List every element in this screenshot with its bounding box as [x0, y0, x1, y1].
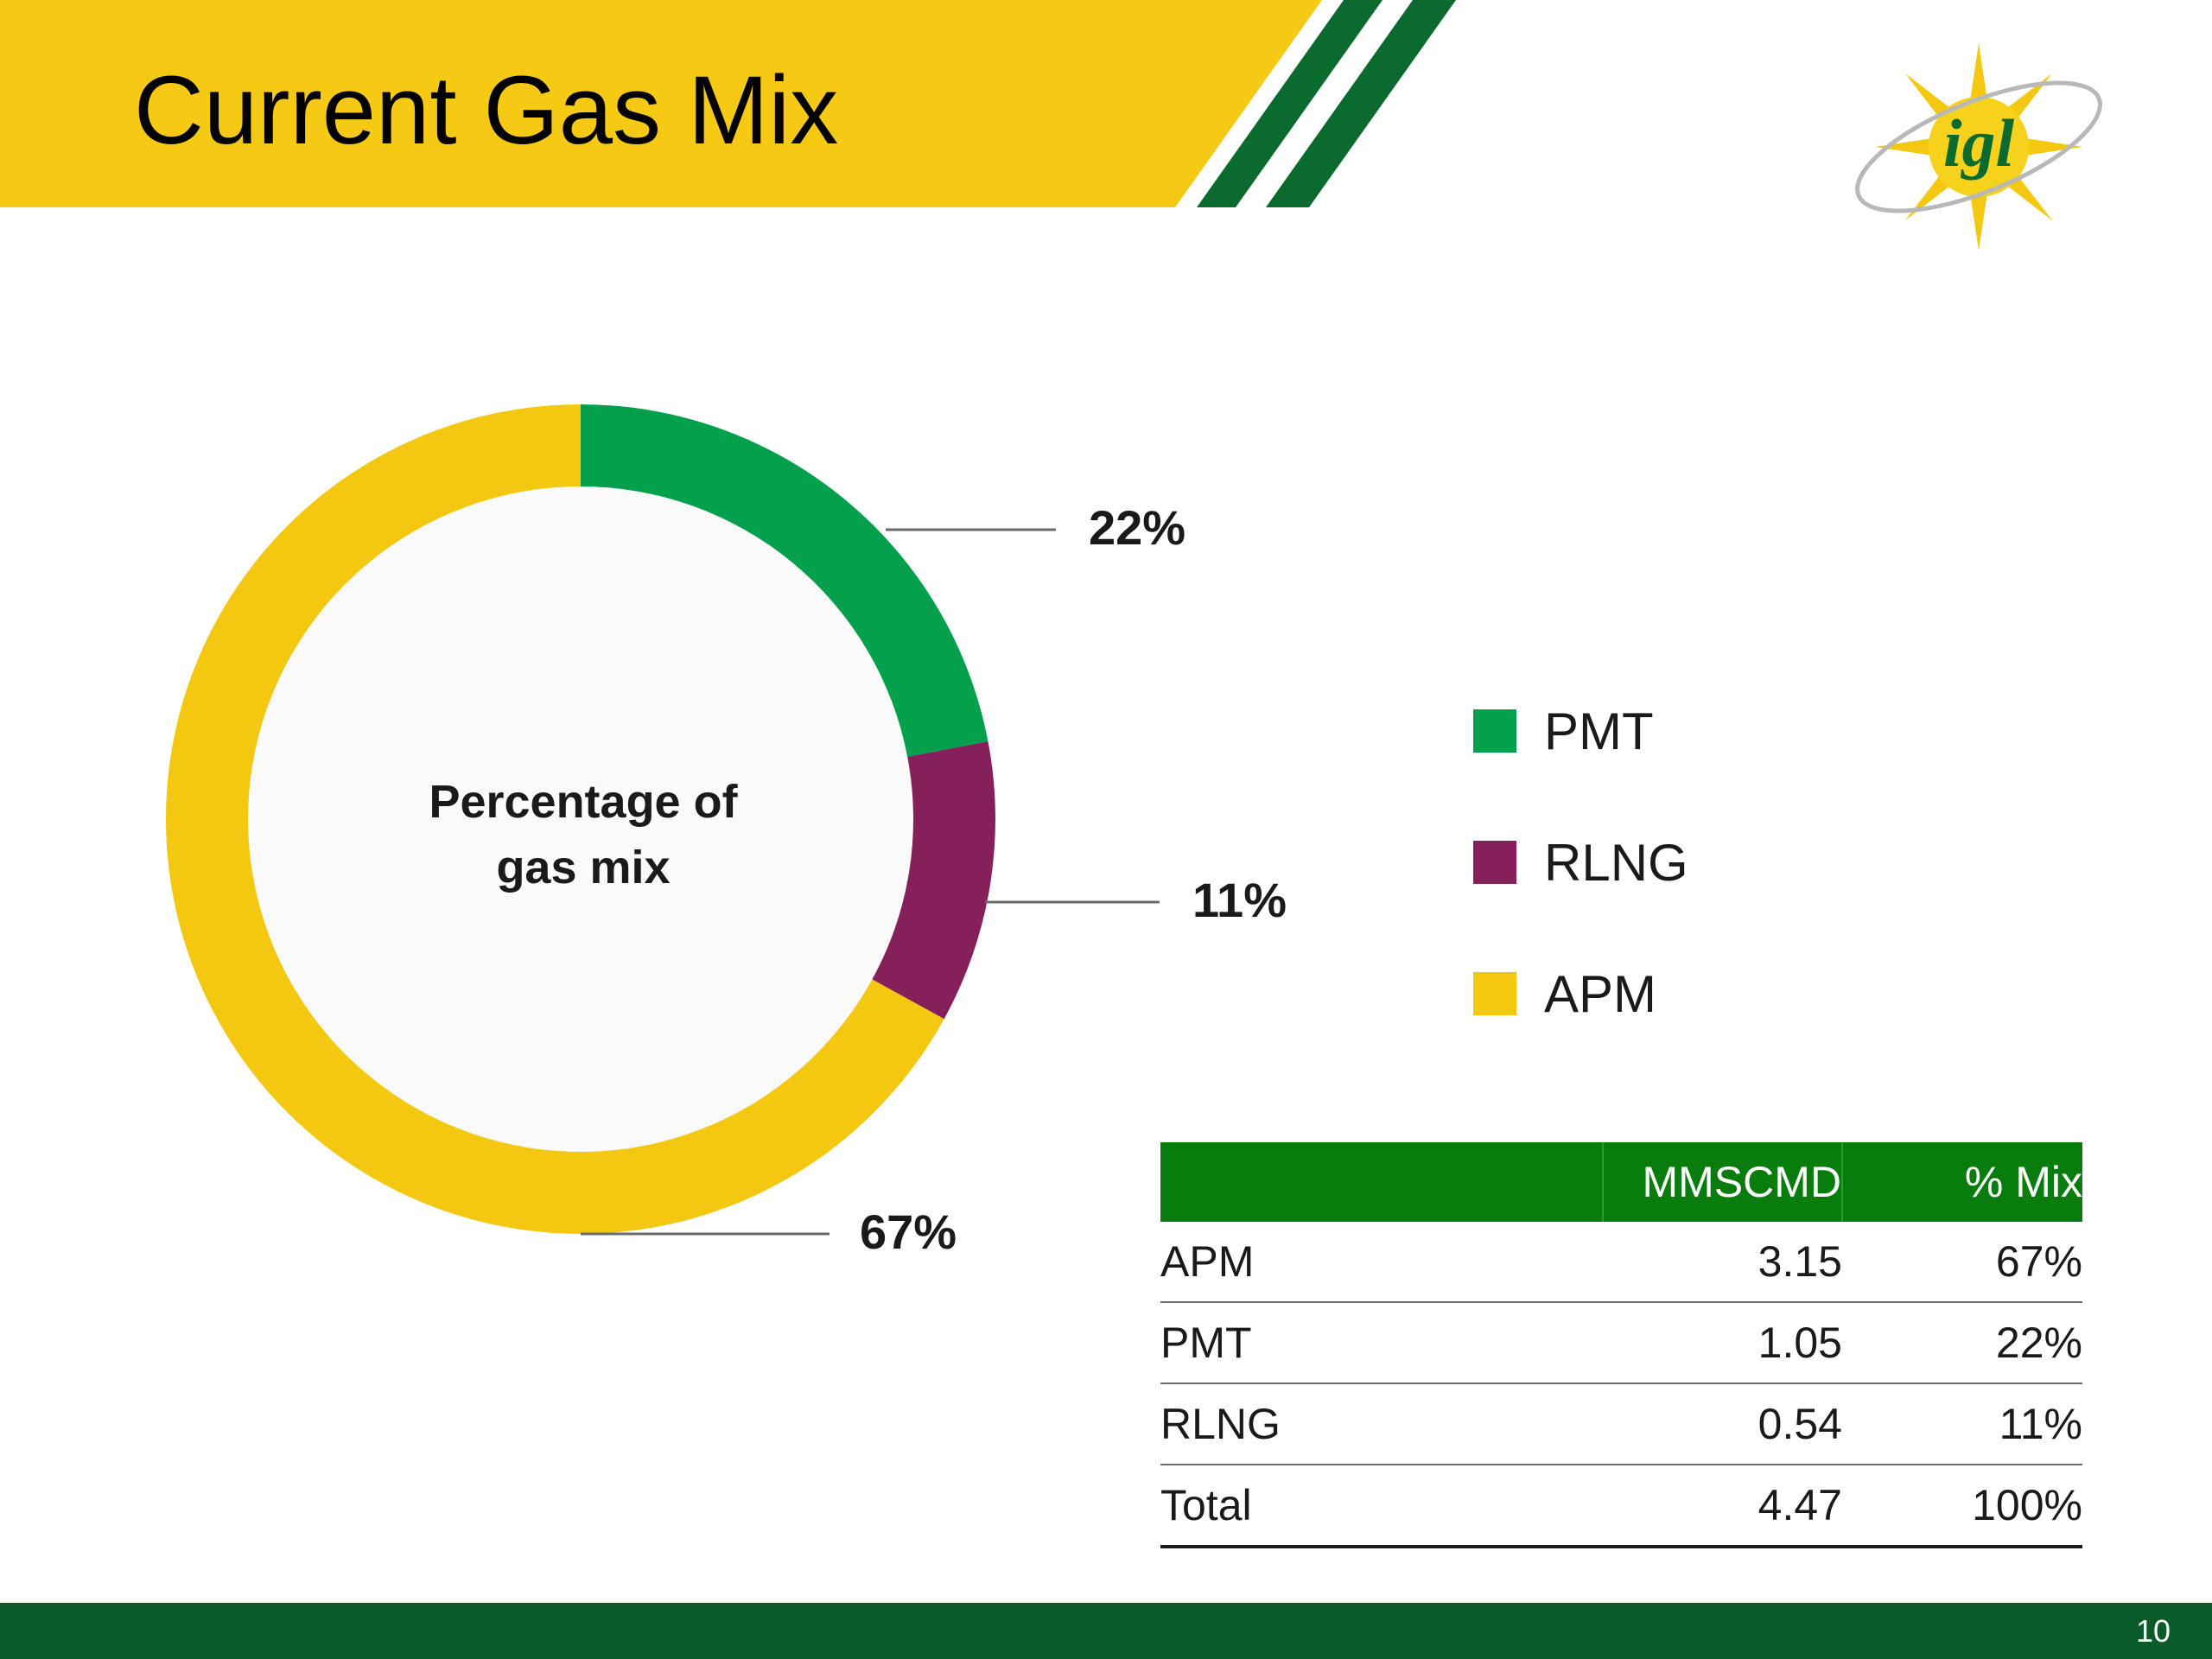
table-row: APM 3.15 67% — [1160, 1222, 2082, 1303]
table-cell-mix: 67% — [1842, 1222, 2082, 1303]
legend-label-pmt: PMT — [1544, 702, 1654, 760]
legend-swatch-pmt — [1473, 709, 1516, 753]
header-band — [0, 0, 1456, 207]
table-header-blank — [1160, 1142, 1603, 1222]
header-stripe-2 — [1266, 0, 1456, 207]
donut-slice-rlng — [872, 741, 995, 1020]
table-header-mix: % Mix — [1841, 1142, 2082, 1222]
table-cell-source: RLNG — [1160, 1383, 1603, 1465]
table-cell-mmscmd: 3.15 — [1603, 1222, 1842, 1303]
chart-center-label: Percentage of gas mix — [406, 769, 760, 900]
table-row: PMT 1.05 22% — [1160, 1302, 2082, 1384]
table-cell-mix: 11% — [1842, 1383, 2082, 1465]
legend-swatch-apm — [1473, 972, 1516, 1015]
data-label-rlng: 11% — [1192, 873, 1287, 927]
legend-label-apm: APM — [1544, 964, 1657, 1023]
page-number: 10 — [2135, 1613, 2171, 1649]
table-cell-source: PMT — [1160, 1302, 1603, 1384]
table-row-total: Total 4.47 100% — [1160, 1465, 2082, 1548]
slide-title: Current Gas Mix — [134, 56, 839, 164]
center-label-line-1: Percentage of — [429, 776, 738, 828]
data-label-apm: 67% — [860, 1205, 957, 1259]
sun-icon: igl — [1855, 43, 2102, 251]
table-header-row: MMSCMD % Mix — [1160, 1142, 2082, 1222]
table-cell-source: Total — [1160, 1465, 1603, 1548]
legend-label-rlng: RLNG — [1544, 833, 1688, 892]
table-cell-mmscmd: 1.05 — [1603, 1302, 1842, 1384]
legend-item-apm: APM — [1473, 928, 1688, 1059]
legend-item-pmt: PMT — [1473, 665, 1688, 797]
gas-mix-donut-chart: 22% 11% 67% — [166, 404, 1287, 1259]
header-stripe-1 — [1197, 0, 1382, 207]
table-cell-mix: 100% — [1842, 1465, 2082, 1548]
table-row: RLNG 0.54 11% — [1160, 1383, 2082, 1465]
donut-slice-pmt — [581, 404, 988, 757]
header-yellow-band — [0, 0, 1322, 207]
donut-hole — [248, 486, 913, 1152]
legend-swatch-rlng — [1473, 841, 1516, 884]
data-label-pmt: 22% — [1089, 500, 1185, 555]
legend-item-rlng: RLNG — [1473, 797, 1688, 928]
table-header-mmscmd: MMSCMD — [1602, 1142, 1842, 1222]
gas-mix-table: MMSCMD % Mix APM 3.15 67% PMT 1.05 22% R… — [1160, 1142, 2082, 1548]
chart-legend: PMT RLNG APM — [1473, 665, 1688, 1059]
center-label-line-2: gas mix — [496, 842, 671, 893]
logo-text: igl — [1943, 105, 2015, 181]
igl-logo: igl — [1855, 43, 2102, 251]
footer-bar — [0, 1603, 2212, 1659]
table-cell-mmscmd: 4.47 — [1603, 1465, 1842, 1548]
table-cell-mmscmd: 0.54 — [1603, 1383, 1842, 1465]
table-cell-source: APM — [1160, 1222, 1603, 1303]
table-cell-mix: 22% — [1842, 1302, 2082, 1384]
